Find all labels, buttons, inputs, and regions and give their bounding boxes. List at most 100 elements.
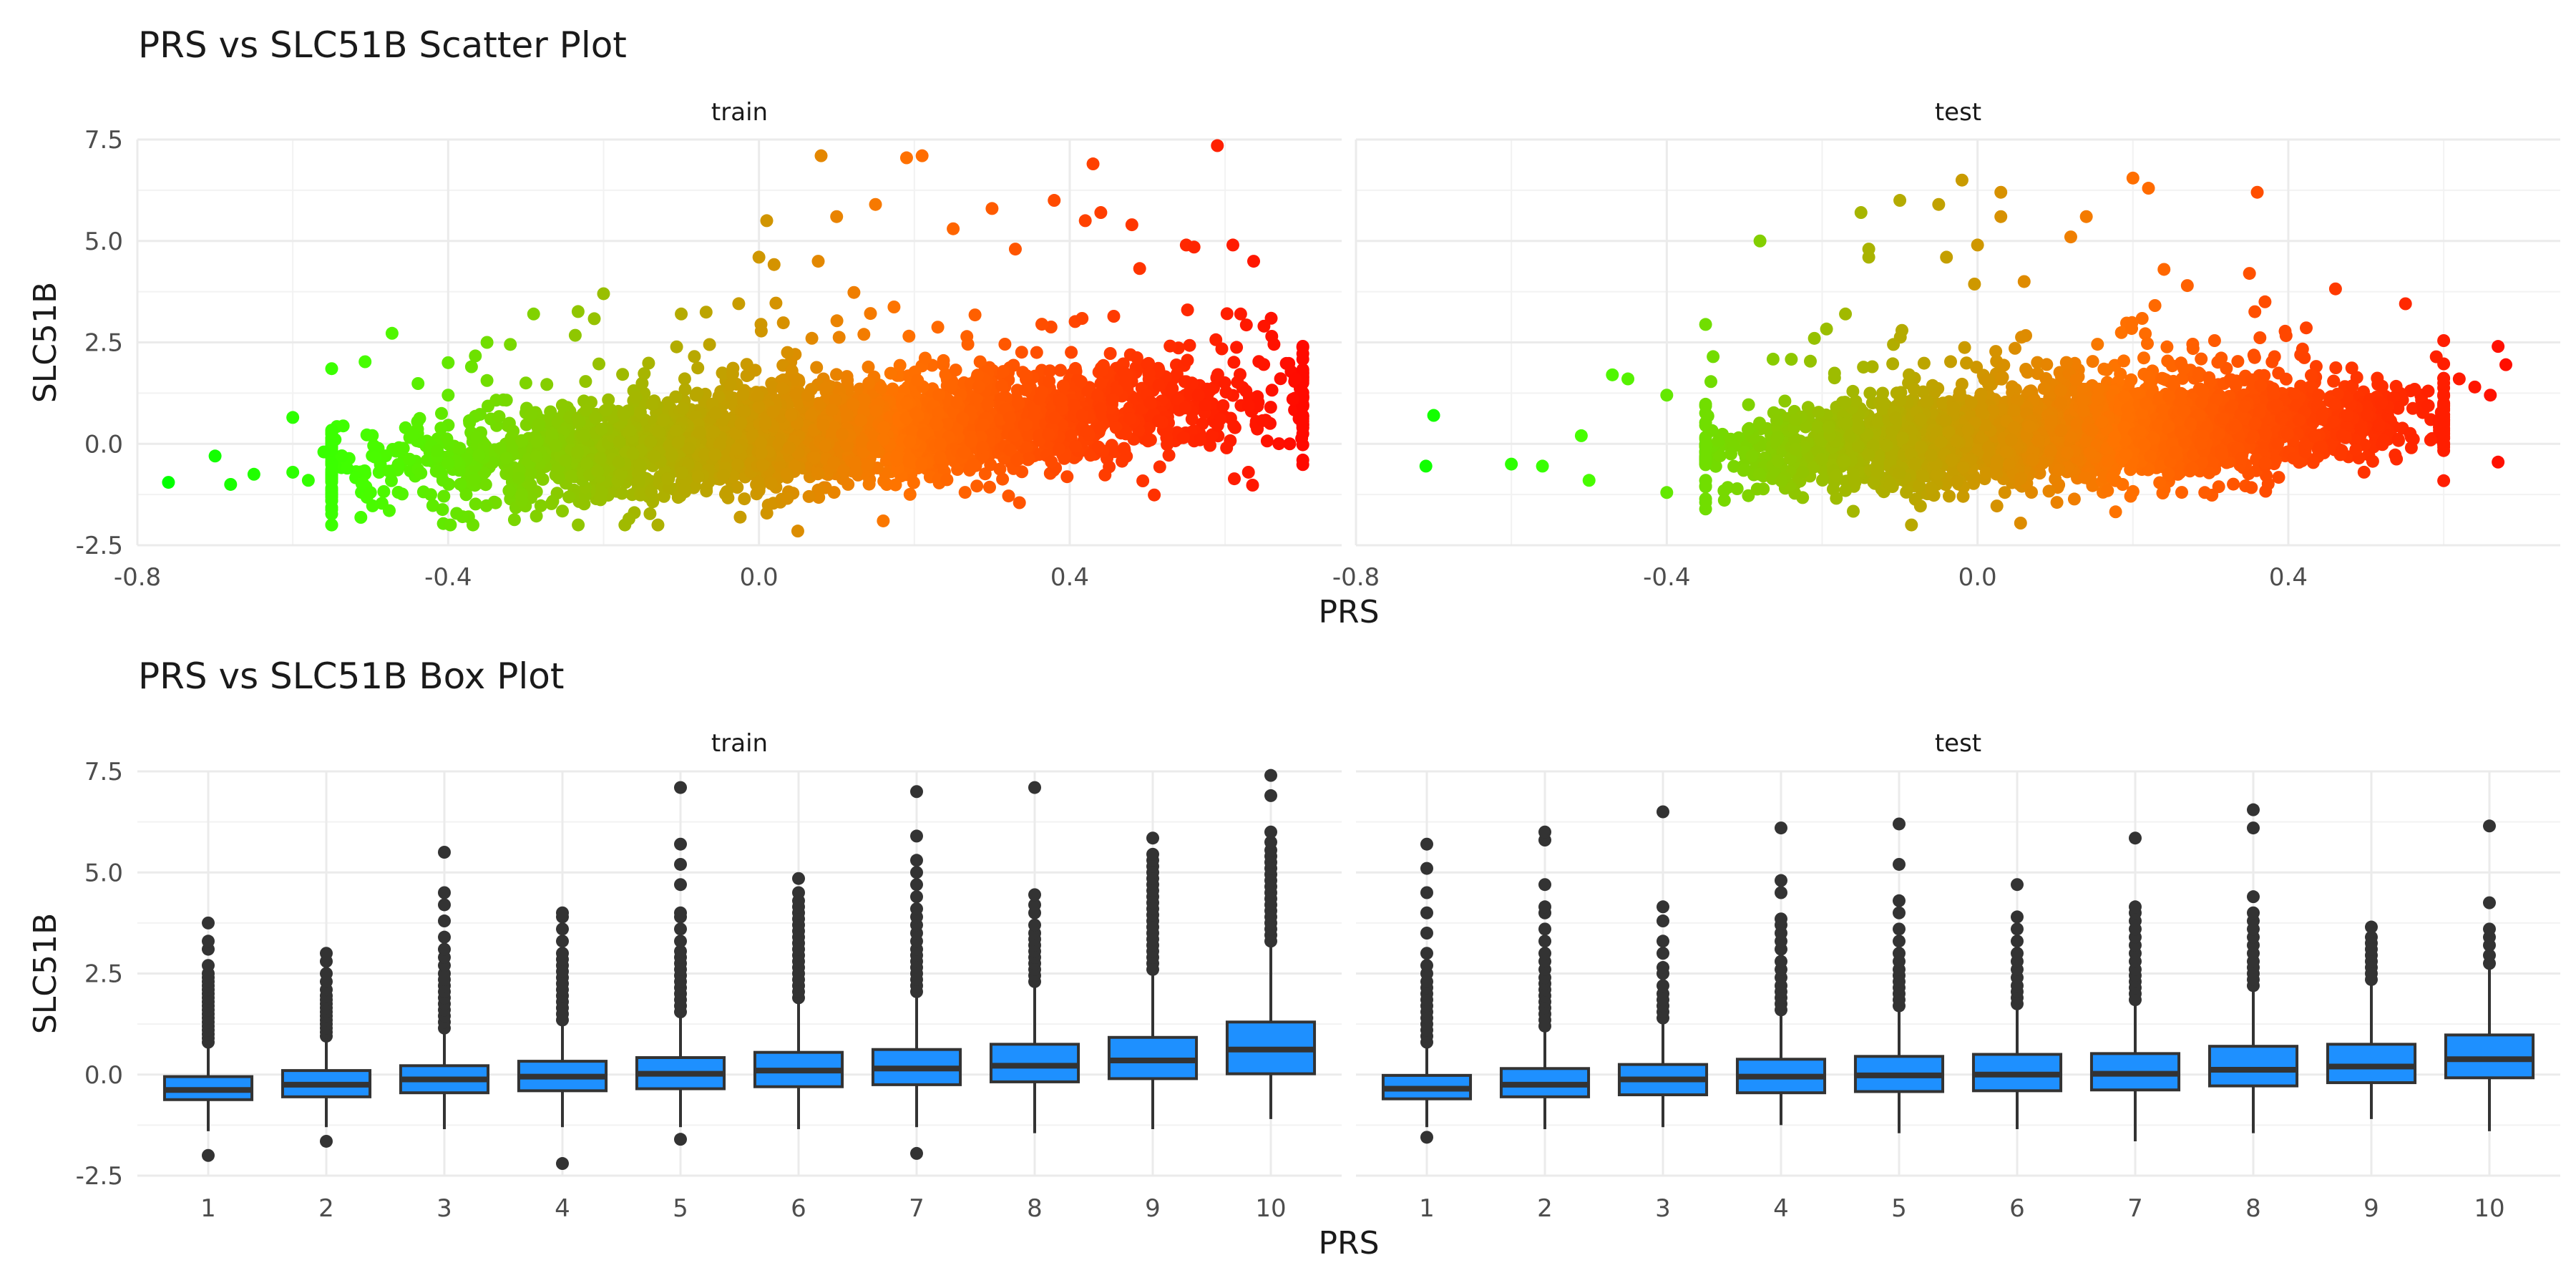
scatter-point bbox=[900, 396, 914, 410]
scatter-point bbox=[780, 467, 794, 481]
scatter-point bbox=[1256, 414, 1269, 427]
scatter-point bbox=[2265, 355, 2279, 369]
scatter-point bbox=[874, 381, 888, 394]
scatter-point bbox=[540, 378, 554, 391]
scatter-point bbox=[571, 305, 585, 318]
scatter-point bbox=[1003, 411, 1017, 425]
scatter-point bbox=[1148, 488, 1161, 502]
scatter-point bbox=[751, 389, 765, 403]
scatter-point bbox=[949, 364, 962, 377]
scatter-point bbox=[1181, 303, 1194, 317]
scatter-point bbox=[1093, 421, 1107, 435]
scatter-point bbox=[2050, 496, 2064, 509]
scatter-point bbox=[546, 494, 560, 508]
scatter-point bbox=[441, 389, 455, 402]
scatter-point bbox=[391, 486, 405, 499]
scatter-point bbox=[463, 416, 477, 429]
scatter-point bbox=[479, 499, 493, 512]
x-tick-label: -0.4 bbox=[1643, 563, 1690, 592]
scatter-point bbox=[595, 486, 608, 499]
scatter-point bbox=[760, 214, 774, 228]
scatter-point bbox=[1211, 139, 1224, 152]
scatter-point bbox=[1296, 347, 1309, 361]
scatter-point bbox=[504, 338, 517, 351]
scatter-point bbox=[642, 356, 655, 370]
scatter-point bbox=[568, 328, 582, 342]
scatter-point bbox=[836, 427, 849, 441]
scatter-point bbox=[325, 503, 338, 517]
scatter-point bbox=[577, 429, 591, 442]
scatter-point bbox=[1905, 518, 1918, 532]
scatter-point bbox=[731, 481, 744, 494]
scatter-point bbox=[1163, 339, 1177, 353]
scatter-point bbox=[971, 369, 985, 382]
scatter-point bbox=[336, 419, 350, 433]
scatter-point bbox=[325, 426, 338, 440]
scatter-point bbox=[1226, 238, 1239, 252]
scatter-point bbox=[633, 406, 647, 419]
scatter-point bbox=[626, 447, 640, 460]
scatter-point bbox=[932, 388, 946, 401]
scatter-point bbox=[937, 353, 950, 367]
scatter-point bbox=[1286, 392, 1299, 406]
scatter-point bbox=[760, 507, 774, 520]
scatter-point bbox=[754, 324, 768, 338]
scatter-point bbox=[224, 477, 238, 491]
scatter-point bbox=[917, 427, 931, 440]
scatter-point bbox=[903, 487, 917, 501]
scatter-point bbox=[1211, 368, 1224, 381]
scatter-point bbox=[732, 297, 746, 311]
scatter-point bbox=[816, 418, 830, 431]
scatter-point bbox=[2357, 465, 2371, 479]
scatter-point bbox=[784, 409, 798, 421]
scatter-point bbox=[441, 356, 455, 369]
x-tick-label: 0.4 bbox=[2269, 563, 2308, 592]
scatter-point bbox=[616, 368, 630, 381]
scatter-point bbox=[961, 338, 975, 351]
scatter-point bbox=[1265, 384, 1279, 397]
scatter-point bbox=[985, 202, 999, 215]
scatter-point bbox=[869, 197, 882, 211]
scatter-point bbox=[1015, 346, 1028, 359]
scatter-point bbox=[406, 427, 420, 441]
scatter-point bbox=[1274, 372, 1287, 386]
scatter-point bbox=[981, 397, 995, 411]
scatter-point bbox=[1257, 319, 1271, 333]
scatter-point bbox=[738, 405, 751, 419]
scatter-point bbox=[436, 503, 449, 517]
scatter-point bbox=[360, 428, 374, 441]
scatter-point bbox=[776, 381, 789, 395]
scatter-point bbox=[967, 458, 980, 472]
scatter-point bbox=[589, 411, 602, 425]
scatter-point bbox=[805, 331, 819, 345]
scatter-point bbox=[396, 441, 410, 455]
scatter-point bbox=[383, 504, 396, 517]
scatter-point bbox=[572, 518, 585, 532]
scatter-point bbox=[1185, 376, 1199, 390]
scatter-point bbox=[781, 346, 794, 359]
scatter-point bbox=[769, 296, 783, 310]
scatter-point bbox=[676, 401, 690, 415]
scatter-point bbox=[623, 424, 637, 437]
scatter-point bbox=[1107, 310, 1121, 323]
scatter-point bbox=[758, 417, 772, 431]
scatter-point bbox=[905, 424, 919, 438]
scatter-point bbox=[247, 467, 260, 481]
scatter-point bbox=[1092, 440, 1105, 454]
scatter-point bbox=[643, 507, 657, 520]
scatter-point bbox=[1123, 412, 1137, 426]
scatter-point bbox=[931, 321, 945, 334]
scatter-point bbox=[515, 488, 528, 502]
scatter-point bbox=[556, 504, 569, 518]
scatter-point bbox=[1013, 496, 1026, 509]
scatter-point bbox=[580, 457, 593, 470]
scatter-point bbox=[1142, 366, 1156, 380]
scatter-point bbox=[929, 416, 942, 429]
scatter-point bbox=[983, 480, 996, 494]
scatter-point bbox=[1130, 351, 1143, 364]
scatter-point bbox=[613, 435, 626, 449]
scatter-point bbox=[2300, 321, 2313, 335]
scatter-point bbox=[366, 499, 379, 512]
scatter-point bbox=[1094, 206, 1108, 220]
scatter-point bbox=[1215, 342, 1229, 356]
